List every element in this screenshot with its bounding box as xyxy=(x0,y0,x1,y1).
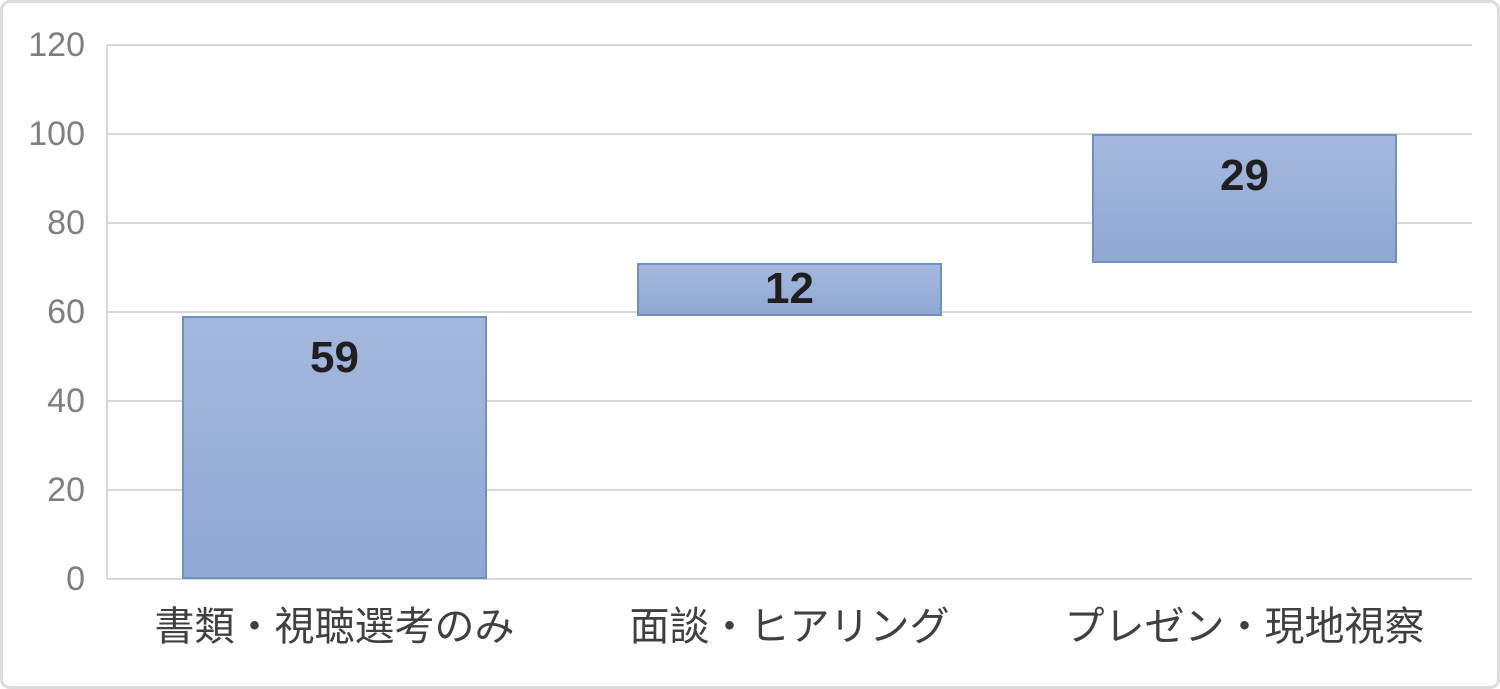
bar-1 xyxy=(182,316,487,579)
gridline-y-40 xyxy=(107,400,1472,402)
gridline-y-100 xyxy=(107,133,1472,135)
y-axis-tick-label: 0 xyxy=(66,560,85,598)
y-axis-tick-label: 20 xyxy=(47,471,85,509)
bar-data-label: 12 xyxy=(765,264,814,314)
x-axis-category-label: プレゼン・現地視察 xyxy=(1064,605,1425,649)
y-axis-tick-label: 80 xyxy=(47,204,85,242)
gridline-y-0 xyxy=(107,578,1472,580)
y-axis-tick-label: 60 xyxy=(47,293,85,331)
y-axis-line xyxy=(106,45,108,579)
gridline-y-120 xyxy=(107,44,1472,46)
y-axis-tick-label: 100 xyxy=(28,115,85,153)
bar-data-label: 29 xyxy=(1220,151,1269,200)
gridline-y-80 xyxy=(107,222,1472,224)
y-axis-tick-label: 40 xyxy=(47,382,85,420)
y-axis-tick-label: 120 xyxy=(28,26,85,64)
x-axis-category-label: 書類・視聴選考のみ xyxy=(154,605,515,649)
bar-3 xyxy=(1092,134,1397,264)
x-axis-category-label: 面談・ヒアリング xyxy=(629,605,950,649)
bar-data-label: 59 xyxy=(310,333,359,383)
bar-2 xyxy=(637,263,942,317)
gridline-y-20 xyxy=(107,489,1472,491)
